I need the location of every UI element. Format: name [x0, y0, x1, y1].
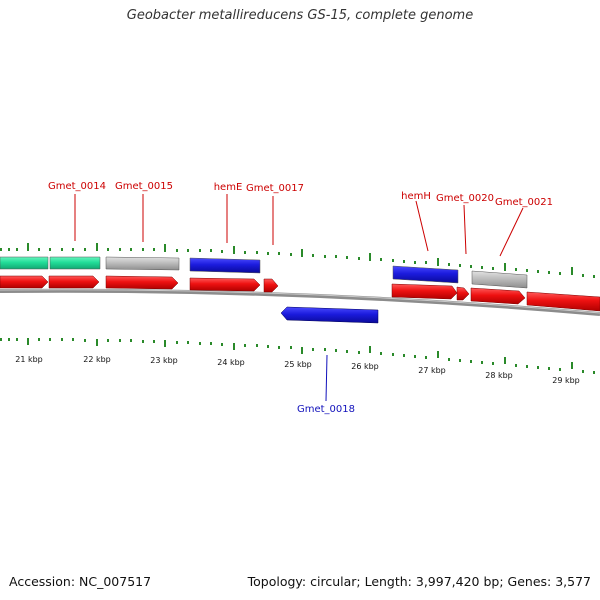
cds-arrow	[0, 275, 49, 289]
genome-backbone	[0, 288, 600, 316]
scale-label: 29 kbp	[552, 376, 580, 385]
gene-gray	[105, 256, 180, 271]
scale-label: 24 kbp	[217, 358, 245, 367]
forward-cds-track	[0, 275, 600, 312]
gene-green	[49, 256, 101, 270]
map-title: Geobacter metallireducens GS-15, complet…	[126, 8, 474, 23]
cds-arrow	[456, 286, 470, 301]
gene-label[interactable]: Gmet_0020	[436, 193, 494, 204]
accession-text: Accession: NC_007517	[9, 574, 152, 589]
genome-summary-text: Topology: circular; Length: 3,997,420 bp…	[247, 574, 591, 589]
scale-label: 28 kbp	[485, 371, 513, 380]
scale-label-group: 21 kbp 22 kbp 23 kbp 24 kbp 25 kbp 26 kb…	[15, 355, 580, 385]
reverse-gene-arrow	[280, 306, 379, 324]
cds-arrow	[391, 283, 458, 300]
outer-tick-ring	[0, 243, 595, 278]
gene-blue	[189, 257, 261, 274]
scale-label: 23 kbp	[150, 356, 178, 365]
gene-green	[0, 256, 49, 270]
gene-label[interactable]: Gmet_0014	[48, 181, 106, 192]
scale-label: 27 kbp	[418, 366, 446, 375]
gene-blue	[392, 265, 459, 284]
scale-label: 21 kbp	[15, 355, 43, 364]
label-leaders	[74, 194, 524, 402]
gene-label[interactable]: Gmet_0021	[495, 197, 553, 208]
cds-arrow	[189, 277, 261, 292]
inner-tick-ring	[0, 338, 595, 374]
gene-label[interactable]: Gmet_0017	[246, 183, 304, 194]
gene-label[interactable]: hemE	[214, 182, 243, 193]
scale-label: 22 kbp	[83, 355, 111, 364]
scale-label: 25 kbp	[284, 360, 312, 369]
scale-label: 26 kbp	[351, 362, 379, 371]
cds-arrow	[526, 291, 600, 312]
gene-label[interactable]: hemH	[401, 191, 431, 202]
outer-gene-track	[0, 256, 528, 289]
gene-label[interactable]: Gmet_0018	[297, 404, 355, 415]
cds-arrow	[470, 287, 526, 305]
gene-gray	[471, 270, 528, 289]
gene-label-group: Gmet_0014 Gmet_0015 hemE Gmet_0017 hemH …	[48, 181, 553, 415]
cds-arrow	[263, 278, 279, 293]
gene-label[interactable]: Gmet_0015	[115, 181, 173, 192]
cds-arrow	[105, 275, 179, 290]
cds-arrow	[48, 275, 100, 289]
